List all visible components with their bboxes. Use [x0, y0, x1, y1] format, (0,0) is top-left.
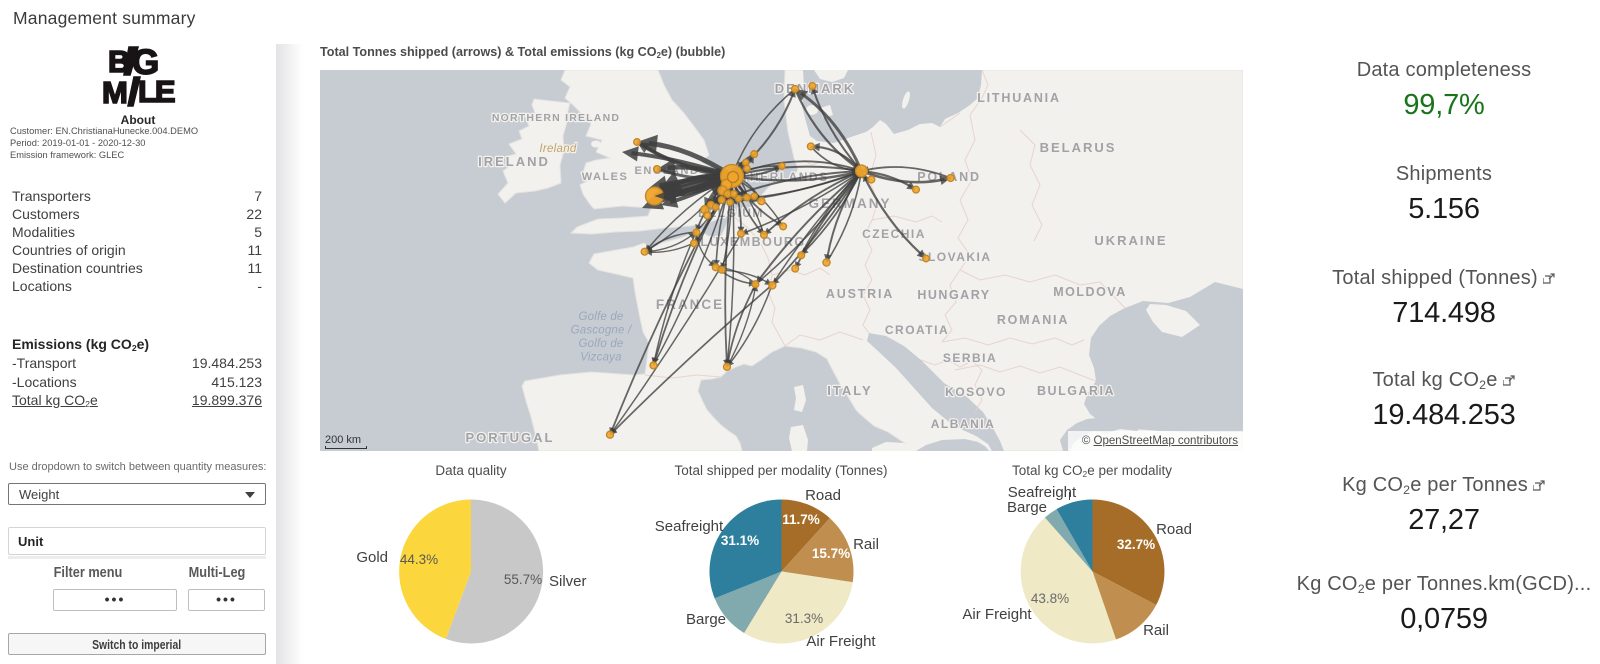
svg-text:SLOVAKIA: SLOVAKIA — [918, 250, 991, 264]
svg-text:Air Freight: Air Freight — [806, 633, 876, 650]
svg-text:Ireland: Ireland — [539, 143, 577, 155]
svg-text:WALES: WALES — [582, 171, 629, 183]
svg-text:Road: Road — [1156, 521, 1192, 538]
svg-text:PORTUGAL: PORTUGAL — [466, 430, 555, 445]
svg-text:Seafreight: Seafreight — [1008, 484, 1077, 501]
svg-text:Gold: Gold — [356, 549, 388, 566]
svg-text:Silver: Silver — [549, 573, 587, 590]
svg-text:BELARUS: BELARUS — [1040, 140, 1117, 155]
svg-text:44.3%: 44.3% — [400, 552, 438, 567]
svg-text:Barge: Barge — [1007, 499, 1047, 516]
svg-text:55.7%: 55.7% — [504, 572, 542, 587]
svg-text:ROMANIA: ROMANIA — [997, 313, 1069, 327]
svg-text:Rail: Rail — [1143, 622, 1169, 639]
svg-text:11.7%: 11.7% — [782, 512, 820, 527]
svg-text:ITALY: ITALY — [827, 383, 872, 398]
svg-text:Vizcaya: Vizcaya — [580, 352, 621, 364]
svg-text:43.8%: 43.8% — [1031, 591, 1069, 606]
svg-text:31.3%: 31.3% — [785, 611, 823, 626]
svg-text:M: M — [102, 75, 126, 107]
svg-text:ALBANIA: ALBANIA — [931, 417, 996, 431]
svg-text:15.7%: 15.7% — [812, 546, 850, 561]
svg-text:31.1%: 31.1% — [721, 533, 759, 548]
svg-text:MOLDOVA: MOLDOVA — [1053, 285, 1126, 299]
svg-text:AUSTRIA: AUSTRIA — [826, 287, 894, 301]
svg-text:SERBIA: SERBIA — [943, 351, 997, 365]
svg-text:UKRAINE: UKRAINE — [1094, 233, 1167, 248]
svg-text:Air Freight: Air Freight — [962, 606, 1032, 623]
svg-text:Golfe de: Golfe de — [578, 311, 623, 323]
svg-text:Golfo de: Golfo de — [578, 338, 623, 350]
svg-text:32.7%: 32.7% — [1117, 537, 1155, 552]
svg-text:LITHUANIA: LITHUANIA — [977, 91, 1061, 105]
svg-text:CROATIA: CROATIA — [885, 323, 949, 337]
svg-text:KOSOVO: KOSOVO — [945, 385, 1007, 399]
svg-text:CZECHIA: CZECHIA — [862, 227, 926, 241]
svg-text:Barge: Barge — [686, 611, 726, 628]
svg-text:NORTHERN IRELAND: NORTHERN IRELAND — [492, 112, 620, 124]
svg-text:HUNGARY: HUNGARY — [917, 288, 990, 302]
svg-text:IRELAND: IRELAND — [478, 154, 550, 169]
svg-text:Rail: Rail — [853, 536, 879, 553]
svg-text:Seafreight: Seafreight — [655, 518, 724, 535]
svg-text:LE: LE — [138, 74, 175, 107]
svg-text:Gascogne /: Gascogne / — [571, 325, 633, 337]
svg-text:Road: Road — [805, 487, 841, 504]
svg-text:BULGARIA: BULGARIA — [1037, 384, 1115, 398]
